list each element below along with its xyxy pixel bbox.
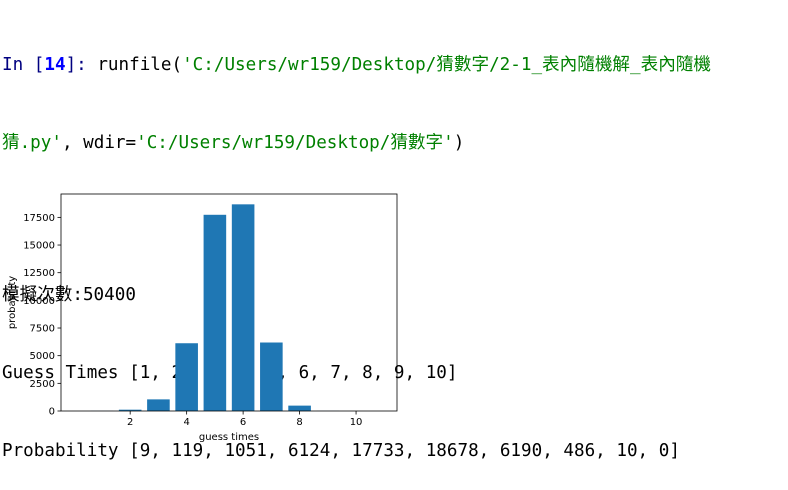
command-function: runfile(	[97, 55, 182, 75]
x-tick-label-4: 4	[183, 417, 189, 428]
command-path-string: 'C:/Users/wr159/Desktop/猜數字/2-1_表內隨機解_表內…	[182, 55, 711, 75]
y-axis-label: probability	[7, 276, 18, 329]
bar-chart: 2 4 6 8 10 0 2500 5000 7500 10000 12500 15000 17500 g…	[0, 182, 420, 452]
command-close-paren: )	[454, 133, 465, 153]
input-line-continued: 猜.py', wdir='C:/Users/wr159/Desktop/猜數字'…	[2, 130, 786, 156]
y-tick-label-10000: 10000	[23, 296, 55, 307]
command-wdir-string: 'C:/Users/wr159/Desktop/猜數字'	[136, 133, 454, 153]
x-tick-label-8: 8	[296, 417, 302, 428]
bar-8	[288, 406, 311, 411]
x-axis-label: guess times	[199, 432, 259, 443]
prompt-number: 14	[44, 55, 65, 75]
y-tick-label-17500: 17500	[23, 213, 55, 224]
x-tick-label-6: 6	[240, 417, 246, 428]
y-tick-label-5000: 5000	[30, 351, 55, 362]
y-tick-label-12500: 12500	[23, 268, 55, 279]
y-tick-label-0: 0	[49, 407, 55, 418]
bar-6	[232, 204, 255, 411]
command-path-continued: 猜.py'	[2, 133, 62, 153]
bar-3	[147, 399, 170, 411]
x-tick-label-10: 10	[350, 417, 363, 428]
prompt-close: ]:	[66, 55, 98, 75]
y-tick-label-7500: 7500	[30, 324, 55, 335]
prompt-in-label: In [	[2, 55, 44, 75]
x-tick-label-2: 2	[127, 417, 133, 428]
plot-frame	[61, 194, 397, 411]
y-tick-label-15000: 15000	[23, 241, 55, 252]
bar-4	[175, 343, 198, 411]
command-separator: , wdir=	[62, 133, 136, 153]
y-tick-label-2500: 2500	[30, 379, 55, 390]
input-line: In [14]: runfile('C:/Users/wr159/Desktop…	[2, 52, 786, 78]
bar-7	[260, 343, 283, 411]
bar-5	[204, 215, 227, 411]
